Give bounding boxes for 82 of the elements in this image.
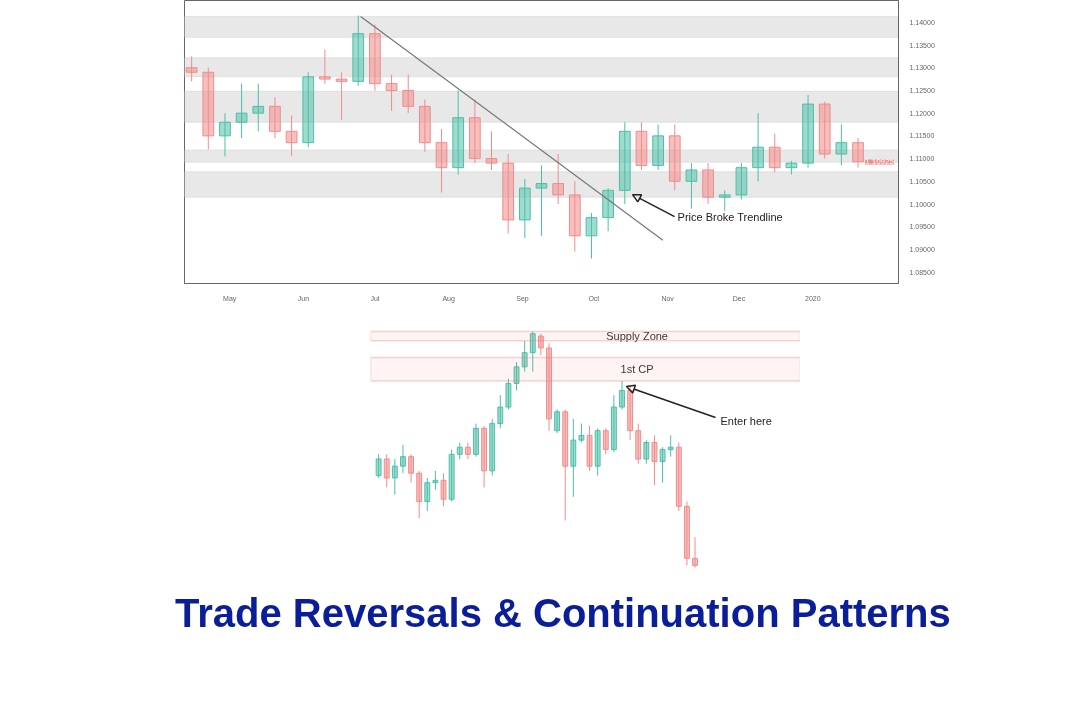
candlestick	[435, 128, 448, 194]
candlestick	[505, 378, 512, 410]
candlestick	[619, 380, 625, 410]
candlestick	[235, 83, 248, 139]
candlestick	[602, 427, 609, 455]
candlestick	[651, 434, 658, 486]
candlestick	[440, 472, 447, 507]
candlestick	[335, 71, 348, 121]
candlestick	[586, 425, 593, 472]
annotation: Price Broke Trendline	[677, 210, 783, 223]
candlestick	[518, 178, 531, 239]
candlestick	[667, 434, 674, 458]
candlestick	[568, 180, 581, 253]
candlestick	[497, 394, 504, 429]
candlestick	[735, 162, 748, 200]
candlestick	[319, 49, 331, 85]
annotation: 1.10925	[865, 157, 895, 167]
text: Enter here	[720, 414, 772, 427]
candlestick	[702, 162, 714, 205]
candlestick	[578, 423, 585, 443]
candlestick	[594, 427, 601, 477]
candlestick	[652, 124, 664, 171]
candlestick	[485, 130, 498, 171]
candlestick	[473, 423, 479, 458]
candlestick	[852, 137, 864, 169]
candlestick	[448, 449, 455, 503]
candlestick	[400, 444, 406, 474]
candlestick	[391, 458, 398, 495]
candlestick	[562, 408, 569, 521]
candlestick	[481, 425, 488, 488]
candlestick	[202, 67, 215, 150]
candlestick	[402, 74, 415, 114]
candlestick	[489, 418, 496, 477]
candlestick	[554, 408, 561, 434]
candlestick	[252, 83, 265, 132]
candlestick	[416, 470, 423, 519]
candlestick	[469, 99, 481, 164]
text: Trade Reversals & Continuation Patterns	[175, 590, 951, 637]
candlestick	[802, 94, 814, 169]
candlestick	[602, 187, 614, 232]
candlestick	[385, 74, 398, 112]
candlestick	[643, 439, 650, 465]
candlestick	[610, 394, 617, 453]
candlestick	[375, 453, 382, 479]
candlestick	[185, 55, 198, 82]
candlestick	[408, 453, 414, 484]
candlestick	[419, 99, 431, 153]
candlestick	[685, 162, 698, 210]
candlestick	[352, 14, 365, 87]
candlestick	[785, 160, 798, 175]
candlestick	[683, 501, 690, 566]
candlestick	[456, 442, 463, 460]
candlestick	[585, 212, 598, 260]
candlestick	[552, 153, 565, 205]
candlestick	[424, 477, 431, 512]
candlestick	[718, 189, 731, 212]
candlestick	[668, 124, 681, 191]
candlestick	[675, 442, 682, 512]
candlestick	[835, 124, 848, 166]
candlestick	[692, 536, 698, 569]
candlestick	[269, 96, 281, 139]
candlestick	[285, 114, 298, 157]
candlestick	[570, 418, 577, 498]
candlestick	[818, 101, 831, 160]
candlestick	[432, 470, 439, 491]
candlestick	[464, 442, 471, 460]
band-label: Supply Zone	[606, 330, 668, 343]
candlestick	[618, 121, 631, 205]
candlestick	[635, 121, 648, 171]
band-label: 1st CP	[620, 363, 654, 376]
candlestick	[502, 153, 515, 235]
candlestick	[768, 133, 781, 173]
candlestick	[383, 453, 390, 488]
candlestick	[659, 446, 666, 484]
candlestick	[369, 24, 381, 91]
candlestick	[635, 423, 642, 465]
candlestick	[752, 112, 764, 182]
candlestick	[452, 89, 465, 175]
candlestick	[219, 112, 231, 157]
candlestick	[535, 164, 548, 237]
candlestick	[302, 71, 315, 148]
candlestick	[627, 385, 634, 441]
